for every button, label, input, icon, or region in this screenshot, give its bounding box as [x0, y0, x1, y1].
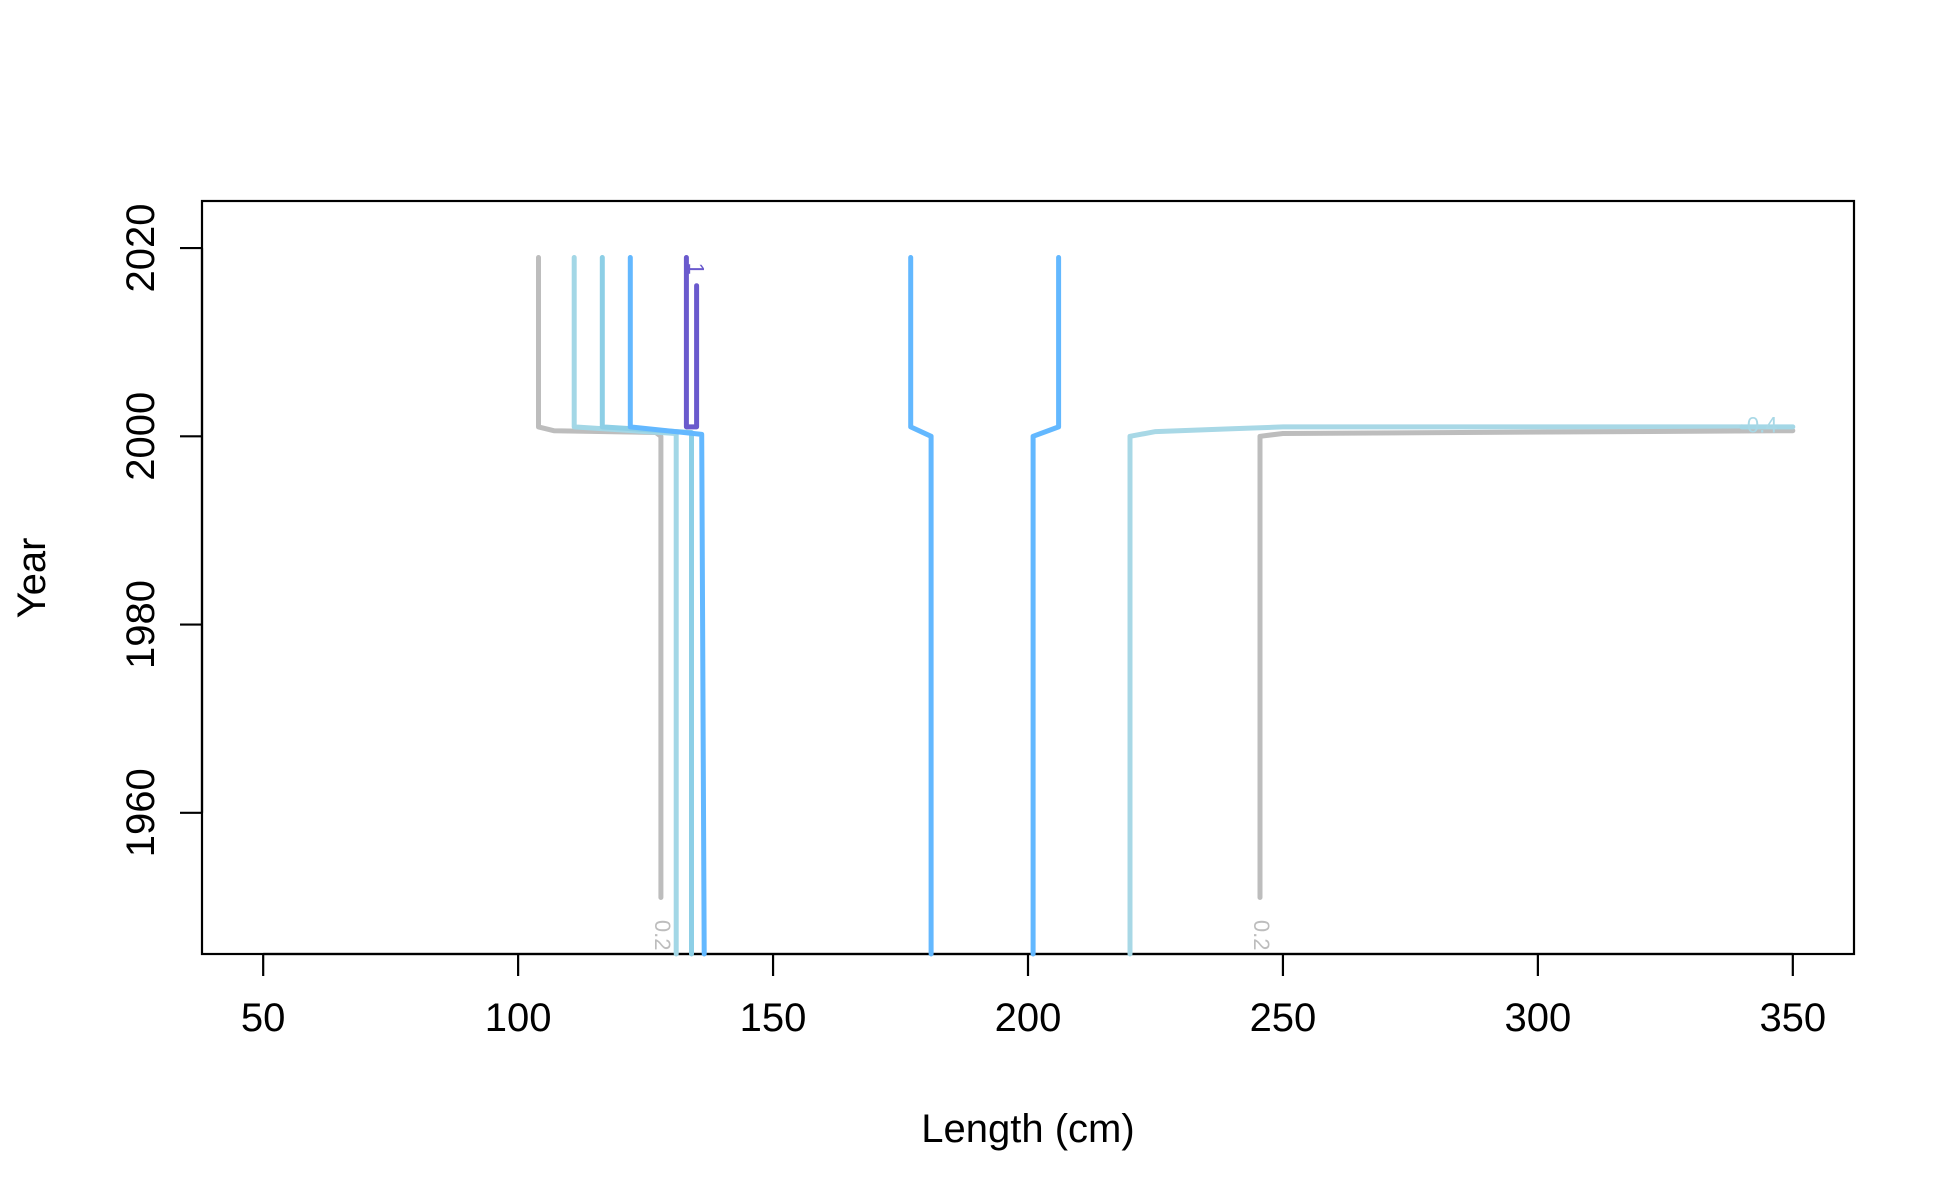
y-axis: 1960 1980 2000 2020 [119, 204, 204, 857]
x-tick-label: 50 [241, 996, 286, 1040]
series-layer [536, 255, 1796, 957]
contour-label-layer: 0.2 0.2 0.4 1 [650, 263, 1777, 951]
contour-label: 0.4 [1747, 413, 1778, 438]
contour-line-9 [1257, 428, 1796, 900]
contour-label: 0.2 [1249, 920, 1274, 951]
y-tick-label: 2000 [119, 392, 163, 481]
x-tick-label: 300 [1505, 996, 1572, 1040]
x-tick-label: 350 [1759, 996, 1826, 1040]
plot-frame [200, 199, 1856, 956]
contour-line-4 [627, 255, 707, 957]
x-tick-label: 100 [485, 996, 552, 1040]
y-tick-label: 1980 [119, 580, 163, 669]
x-axis-title: Length (cm) [921, 1107, 1134, 1151]
contour-label: 0.2 [650, 920, 675, 951]
y-tick-label: 1960 [119, 768, 163, 857]
contour-line-6 [908, 255, 934, 957]
y-tick-label: 2020 [119, 204, 163, 293]
y-axis-title: Year [10, 538, 54, 619]
x-tick-label: 200 [995, 996, 1062, 1040]
contour-line-8 [1127, 424, 1745, 957]
x-axis: 50 100 150 200 250 300 350 [241, 952, 1826, 1040]
contour-line-7 [1030, 255, 1062, 957]
contour-label: 1 [684, 263, 709, 275]
x-tick-label: 150 [740, 996, 807, 1040]
x-tick-label: 250 [1250, 996, 1317, 1040]
contour-line-1 [536, 255, 664, 900]
contour-line-5 [683, 255, 700, 430]
